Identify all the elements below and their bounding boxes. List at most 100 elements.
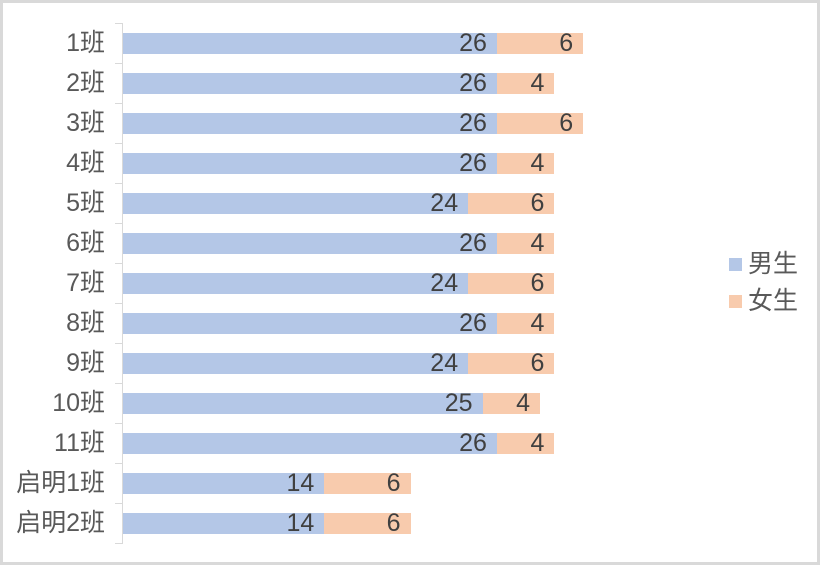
value-label: 6 [530,268,545,297]
bar-segment-male: 24 [123,348,469,377]
bar-segment-male: 26 [123,228,497,257]
bar-segment-male: 26 [123,28,497,57]
bar-row: 24 6 [123,343,583,383]
axis-tick [115,103,123,104]
value-label: 14 [286,468,315,497]
bar-segment-male: 24 [123,268,469,297]
axis-tick [115,143,123,144]
bar-segment-male: 26 [123,68,497,97]
axis-tick [115,303,123,304]
value-label: 24 [430,348,459,377]
bar-segment-female: 6 [496,108,584,137]
category-label: 9班 [66,349,105,377]
bar-segment-female: 4 [496,308,555,337]
bar-row: 26 6 [123,23,584,63]
bar-segment-male: 24 [123,188,469,217]
bar-segment-female: 4 [496,228,555,257]
axis-tick [115,23,123,24]
category-label: 启明2班 [16,509,105,537]
value-label: 26 [459,228,487,257]
value-label: 6 [559,28,574,57]
category-label: 10班 [52,389,105,417]
legend-item-female: 女生 [729,288,798,314]
axis-ticks [115,23,123,544]
bar-row: 25 4 [123,383,583,423]
bar-segment-female: 4 [496,148,555,177]
value-label: 25 [444,388,473,417]
category-label: 1班 [66,29,105,57]
axis-tick [115,263,123,264]
axis-tick [115,223,123,224]
value-label: 26 [459,68,487,97]
category-label: 4班 [66,149,105,177]
category-label: 3班 [66,109,105,137]
bar-segment-male: 14 [123,508,325,537]
value-label: 6 [386,468,401,497]
axis-tick [115,463,123,464]
category-label: 8班 [66,309,105,337]
value-label: 26 [459,308,487,337]
category-label: 启明1班 [16,469,105,497]
axis-tick [115,183,123,184]
axis-tick [115,343,123,344]
bar-row: 26 4 [123,143,583,183]
legend-label-female: 女生 [748,287,799,315]
value-label: 26 [459,428,487,457]
value-label: 14 [286,508,315,537]
bar-row: 26 6 [123,103,584,143]
value-label: 24 [430,188,459,217]
bar-segment-female: 4 [482,388,541,417]
bars-container: 26 6 26 4 26 6 26 4 24 6 26 4 24 6 26 4 24 6 25 4 26 4 14 6 14 6 [123,23,584,543]
legend: 男生 女生 [729,251,798,314]
axis-tick [115,63,123,64]
value-label: 4 [530,428,545,457]
axis-tick [115,543,123,544]
bar-row: 14 6 [123,503,583,543]
category-label: 2班 [66,69,105,97]
value-label: 26 [459,28,487,57]
value-label: 4 [530,228,545,257]
bar-row: 26 4 [123,223,583,263]
legend-swatch-female-icon [729,294,742,308]
bar-segment-female: 4 [496,68,555,97]
bar-segment-female: 6 [468,268,555,297]
category-label: 11班 [54,429,105,457]
value-label: 6 [530,348,545,377]
y-axis-line [122,23,123,543]
bar-segment-female: 6 [324,508,411,537]
bar-segment-male: 26 [123,428,497,457]
bar-row: 14 6 [123,463,583,503]
value-label: 4 [530,308,545,337]
value-label: 24 [430,268,459,297]
bar-segment-female: 4 [496,428,555,457]
value-label: 6 [386,508,401,537]
category-label: 7班 [66,269,105,297]
bar-row: 26 4 [123,423,583,463]
bar-segment-female: 6 [468,188,555,217]
axis-tick [115,503,123,504]
bar-segment-male: 14 [123,468,325,497]
axis-tick [115,423,123,424]
value-label: 6 [530,188,545,217]
bar-segment-male: 25 [123,388,483,417]
bar-row: 26 4 [123,63,583,103]
legend-label-male: 男生 [748,250,799,278]
value-label: 4 [516,388,531,417]
value-label: 26 [459,148,487,177]
category-label: 6班 [66,229,105,257]
bar-segment-female: 6 [468,348,555,377]
legend-swatch-male-icon [729,257,742,271]
bar-segment-male: 26 [123,108,497,137]
value-label: 26 [459,108,487,137]
legend-item-male: 男生 [729,251,798,277]
bar-row: 24 6 [123,263,583,303]
category-axis-labels: 1班 2班 3班 4班 5班 6班 7班 8班 9班 10班 11班启明1班启明2班 [3,23,105,543]
category-label: 5班 [66,189,105,217]
bar-row: 26 4 [123,303,583,343]
value-label: 4 [530,148,545,177]
value-label: 6 [559,108,574,137]
bar-segment-female: 6 [496,28,584,57]
bar-segment-male: 26 [123,308,497,337]
value-label: 4 [530,68,545,97]
